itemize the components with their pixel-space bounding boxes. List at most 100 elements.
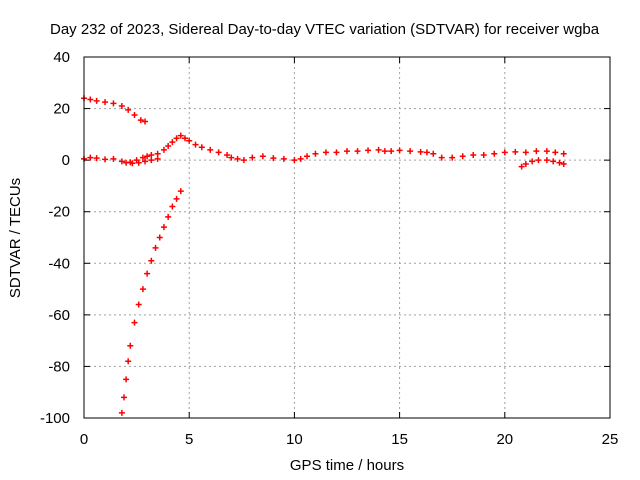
data-point <box>529 158 536 165</box>
data-point <box>556 159 563 166</box>
data-point <box>118 102 125 109</box>
data-point <box>407 148 414 155</box>
data-point <box>87 154 94 161</box>
data-point <box>87 96 94 103</box>
data-point <box>322 149 329 156</box>
data-point <box>543 157 550 164</box>
data-point <box>234 155 241 162</box>
data-point <box>259 153 266 160</box>
data-point <box>173 195 180 202</box>
series-upper-arc <box>81 95 149 125</box>
data-point <box>123 159 130 166</box>
data-point <box>120 394 127 401</box>
data-point <box>165 142 172 149</box>
data-point <box>148 157 155 164</box>
data-point <box>152 244 159 251</box>
data-point <box>154 150 161 157</box>
data-point <box>127 342 134 349</box>
data-point <box>240 157 247 164</box>
y-axis-label: SDTVAR / TECUs <box>7 178 24 298</box>
data-point <box>417 148 424 155</box>
x-tick-label: 5 <box>185 431 193 448</box>
x-tick-label: 10 <box>286 431 303 448</box>
data-point <box>297 155 304 162</box>
x-tick-label: 0 <box>80 431 88 448</box>
data-point <box>129 160 136 167</box>
data-point <box>192 141 199 148</box>
data-point <box>144 270 151 277</box>
data-point <box>388 148 395 155</box>
data-point <box>177 188 184 195</box>
data-points <box>81 95 567 416</box>
data-point <box>280 155 287 162</box>
data-point <box>522 149 529 156</box>
data-point <box>142 118 149 125</box>
data-point <box>169 139 176 146</box>
x-axis-label: GPS time / hours <box>290 457 404 474</box>
data-point <box>93 97 100 104</box>
y-tick-label: -60 <box>48 307 70 324</box>
data-point <box>552 149 559 156</box>
data-point <box>160 224 167 231</box>
data-point <box>110 100 117 107</box>
x-tick-label: 25 <box>602 431 619 448</box>
data-point <box>312 150 319 157</box>
data-point <box>550 158 557 165</box>
data-point <box>512 148 519 155</box>
data-point <box>102 156 109 163</box>
data-point <box>198 144 205 151</box>
data-point <box>396 147 403 154</box>
data-point <box>110 155 117 162</box>
data-point <box>459 153 466 160</box>
data-point <box>139 286 146 293</box>
data-point <box>137 117 144 124</box>
data-point <box>470 151 477 158</box>
data-point <box>291 157 298 164</box>
data-point <box>186 137 193 144</box>
data-point <box>480 151 487 158</box>
data-point <box>501 149 508 156</box>
data-point <box>125 106 132 113</box>
data-point <box>135 159 142 166</box>
data-point <box>125 358 132 365</box>
data-point <box>148 257 155 264</box>
data-point <box>135 301 142 308</box>
data-point <box>381 148 388 155</box>
data-point <box>118 409 125 416</box>
data-point <box>533 148 540 155</box>
y-tick-label: 40 <box>53 49 70 66</box>
y-tick-label: 0 <box>62 152 70 169</box>
data-point <box>344 148 350 155</box>
x-tick-label: 15 <box>391 431 408 448</box>
data-point <box>249 154 256 161</box>
data-point <box>144 153 151 160</box>
data-point <box>93 155 100 162</box>
data-point <box>560 150 567 157</box>
y-tick-label: -80 <box>48 358 70 375</box>
data-point <box>131 112 138 119</box>
data-point <box>154 155 161 162</box>
series-late-dip <box>518 157 567 170</box>
data-point <box>365 147 372 154</box>
data-point <box>535 157 542 164</box>
data-point <box>207 146 214 153</box>
data-point <box>449 154 456 161</box>
data-point <box>165 213 172 220</box>
data-point <box>522 161 529 168</box>
data-point <box>543 148 550 155</box>
data-point <box>139 154 146 161</box>
data-point <box>333 149 340 156</box>
data-point <box>181 135 188 142</box>
y-tick-label: -100 <box>40 410 70 427</box>
data-point <box>430 150 437 157</box>
data-point <box>123 376 130 383</box>
data-point <box>518 163 525 170</box>
data-point <box>215 149 222 156</box>
data-point <box>354 148 361 155</box>
data-point <box>423 149 430 156</box>
grid-lines <box>84 57 610 418</box>
y-tick-label: -40 <box>48 255 70 272</box>
data-point <box>270 155 277 162</box>
y-tick-label: 20 <box>53 101 70 118</box>
